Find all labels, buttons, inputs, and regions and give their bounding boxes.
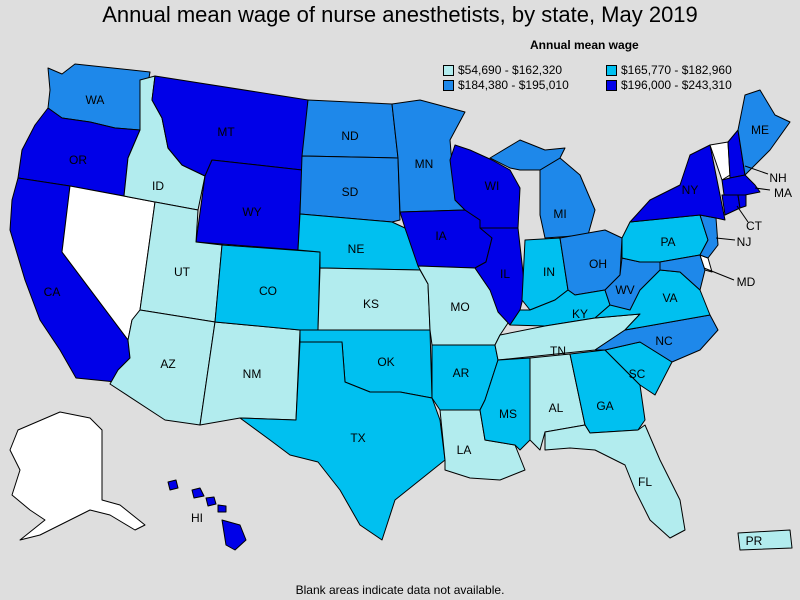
legend-item-4: $196,000 - $243,310	[606, 78, 732, 92]
label-wv: WV	[615, 283, 634, 297]
state-labels: WA OR CA ID MT WY UT AZ NM CO ND SD NE K…	[44, 93, 792, 548]
label-nm: NM	[243, 367, 262, 381]
label-pa: PA	[660, 235, 675, 249]
state-mi-up[interactable]	[489, 139, 566, 171]
label-ia: IA	[435, 229, 446, 243]
state-tx[interactable]	[239, 341, 446, 541]
label-ut: UT	[174, 265, 191, 279]
label-nd: ND	[341, 129, 359, 143]
label-ny: NY	[682, 183, 699, 197]
label-al: AL	[549, 401, 564, 415]
state-ny[interactable]	[629, 144, 726, 223]
label-in: IN	[543, 265, 555, 279]
label-mn: MN	[415, 157, 434, 171]
label-il: IL	[500, 267, 510, 281]
state-il[interactable]	[474, 227, 526, 326]
state-wy[interactable]	[195, 159, 303, 251]
label-va: VA	[662, 291, 677, 305]
label-ky: KY	[572, 307, 588, 321]
label-sd: SD	[342, 185, 359, 199]
state-ma[interactable]	[721, 174, 761, 196]
legend-swatch-2	[606, 64, 617, 76]
label-wy: WY	[242, 205, 261, 219]
state-hi-4[interactable]	[217, 504, 227, 513]
label-ct: CT	[746, 219, 763, 233]
label-sc: SC	[629, 367, 646, 381]
state-hi-3[interactable]	[205, 496, 217, 507]
state-hi-5[interactable]	[221, 519, 247, 551]
state-mi[interactable]	[539, 157, 596, 239]
label-ca: CA	[44, 285, 61, 299]
state-me[interactable]	[737, 89, 791, 176]
leader-ct	[736, 205, 749, 223]
label-wi: WI	[485, 179, 500, 193]
label-nh: NH	[769, 171, 786, 185]
label-ks: KS	[363, 297, 379, 311]
state-hi-2[interactable]	[191, 487, 205, 499]
legend-item-2: $165,770 - $182,960	[606, 63, 732, 77]
legend-item-3: $184,380 - $195,010	[443, 78, 569, 92]
label-mo: MO	[450, 300, 469, 314]
leader-nj	[715, 237, 736, 241]
label-co: CO	[259, 284, 277, 298]
state-ct[interactable]	[721, 194, 741, 216]
label-az: AZ	[160, 357, 175, 371]
leader-ma	[754, 187, 771, 191]
footnote: Blank areas indicate data not available.	[295, 583, 505, 597]
legend-swatch-3	[443, 79, 454, 91]
leader-nh	[744, 165, 769, 175]
leader-md	[703, 267, 735, 281]
label-ne: NE	[348, 242, 365, 256]
label-la: LA	[457, 443, 472, 457]
label-md: MD	[737, 275, 756, 289]
state-pr[interactable]	[737, 529, 793, 551]
label-or: OR	[69, 153, 87, 167]
legend-item-1: $54,690 - $162,320	[443, 63, 562, 77]
legend-swatch-4	[606, 79, 617, 91]
label-tn: TN	[550, 344, 566, 358]
label-nj: NJ	[737, 235, 752, 249]
label-wa: WA	[86, 93, 105, 107]
label-id: ID	[152, 179, 164, 193]
map-title: Annual mean wage of nurse anesthetists, …	[102, 2, 698, 27]
label-mi: MI	[553, 207, 566, 221]
legend-title: Annual mean wage	[530, 38, 639, 52]
label-pr: PR	[746, 534, 763, 548]
state-hi-1[interactable]	[167, 479, 179, 491]
legend-swatch-1	[443, 64, 454, 76]
label-nc: NC	[655, 334, 673, 348]
state-ak[interactable]	[9, 411, 146, 541]
legend-label-4: $196,000 - $243,310	[621, 78, 732, 92]
label-ok: OK	[377, 355, 394, 369]
legend-label-3: $184,380 - $195,010	[458, 78, 569, 92]
label-oh: OH	[589, 257, 607, 271]
label-fl: FL	[638, 475, 652, 489]
state-fl[interactable]	[544, 424, 686, 539]
label-ms: MS	[499, 407, 517, 421]
legend-label-2: $165,770 - $182,960	[621, 63, 732, 77]
label-me: ME	[751, 123, 769, 137]
label-hi: HI	[191, 511, 203, 525]
label-mt: MT	[217, 125, 235, 139]
legend-label-1: $54,690 - $162,320	[458, 63, 563, 77]
label-ar: AR	[453, 366, 470, 380]
state-ri[interactable]	[737, 194, 747, 209]
label-tx: TX	[350, 431, 365, 445]
label-ma: MA	[774, 186, 792, 200]
label-ga: GA	[596, 399, 613, 413]
state-sd[interactable]	[299, 155, 401, 223]
